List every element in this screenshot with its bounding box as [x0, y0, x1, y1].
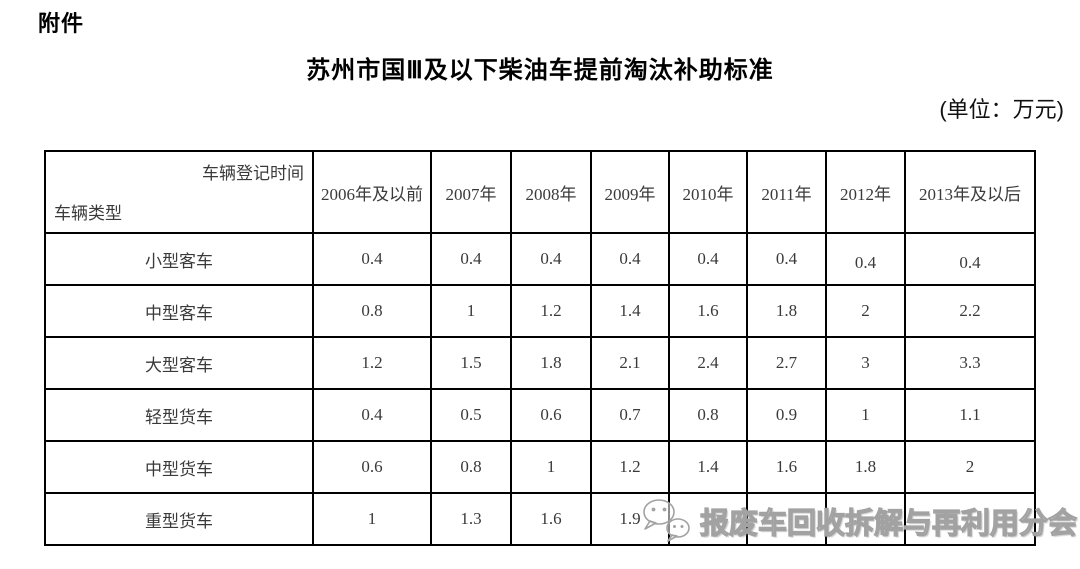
row-label: 中型客车	[44, 284, 314, 338]
row-label: 轻型货车	[44, 388, 314, 442]
table-cell: 1.6	[510, 492, 592, 546]
table-cell: 1.6	[668, 284, 748, 338]
table-cell: 2	[825, 284, 906, 338]
table-cell: 1	[312, 492, 432, 546]
table-cell: 2.2	[904, 284, 1036, 338]
table-row: 中型货车 0.6 0.8 1 1.2 1.4 1.6 1.8 2	[44, 440, 1036, 494]
table-cell: 1.8	[510, 336, 592, 390]
subsidy-table: 车辆登记时间 车辆类型 2006年及以前 2007年 2008年 2009年 2…	[44, 150, 1036, 546]
column-header-2013: 2013年及以后	[904, 150, 1036, 234]
table-cell: 1.8	[746, 284, 827, 338]
attachment-label: 附件	[38, 11, 85, 36]
table-cell: 0.7	[590, 388, 670, 442]
table-cell	[746, 492, 827, 546]
table-cell: 1.6	[746, 440, 827, 494]
table-row: 小型客车 0.4 0.4 0.4 0.4 0.4 0.4 0.4 0.4	[44, 232, 1036, 286]
table-cell: 1.1	[904, 388, 1036, 442]
table-cell	[904, 492, 1036, 546]
table-cell: 0.4	[312, 232, 432, 286]
table-row: 重型货车 1 1.3 1.6 1.9	[44, 492, 1036, 546]
column-header-2009: 2009年	[590, 150, 670, 234]
table-cell: 0.8	[312, 284, 432, 338]
table-cell: 1.3	[430, 492, 512, 546]
table-cell: 0.4	[510, 232, 592, 286]
row-label: 重型货车	[44, 492, 314, 546]
table-cell	[825, 492, 906, 546]
table-cell: 1	[825, 388, 906, 442]
table-cell: 1.2	[590, 440, 670, 494]
column-header-2006: 2006年及以前	[312, 150, 432, 234]
row-label: 中型货车	[44, 440, 314, 494]
table-row: 中型客车 0.8 1 1.2 1.4 1.6 1.8 2 2.2	[44, 284, 1036, 338]
table-cell: 0.4	[430, 232, 512, 286]
table-row: 轻型货车 0.4 0.5 0.6 0.7 0.8 0.9 1 1.1	[44, 388, 1036, 442]
column-header-2007: 2007年	[430, 150, 512, 234]
table-cell: 2	[904, 440, 1036, 494]
table-cell: 0.9	[746, 388, 827, 442]
table-cell: 0.8	[430, 440, 512, 494]
table-cell	[668, 492, 748, 546]
column-header-2012: 2012年	[825, 150, 906, 234]
table-cell: 1.2	[312, 336, 432, 390]
registration-time-label: 车辆登记时间	[202, 164, 304, 183]
table-cell: 3	[825, 336, 906, 390]
table-cell: 1	[430, 284, 512, 338]
vehicle-type-label: 车辆类型	[54, 204, 122, 223]
table-cell: 1.5	[430, 336, 512, 390]
column-header-2011: 2011年	[746, 150, 827, 234]
table-cell: 0.4	[904, 232, 1036, 286]
table-cell: 1.2	[510, 284, 592, 338]
table-cell: 0.6	[510, 388, 592, 442]
table-header-row: 车辆登记时间 车辆类型 2006年及以前 2007年 2008年 2009年 2…	[44, 150, 1036, 234]
table-cell: 0.4	[668, 232, 748, 286]
table-cell: 1.8	[825, 440, 906, 494]
table-cell: 1.9	[590, 492, 670, 546]
table-cell: 2.7	[746, 336, 827, 390]
corner-header-cell: 车辆登记时间 车辆类型	[44, 150, 314, 234]
table-cell: 0.4	[312, 388, 432, 442]
column-header-2010: 2010年	[668, 150, 748, 234]
table-row: 大型客车 1.2 1.5 1.8 2.1 2.4 2.7 3 3.3	[44, 336, 1036, 390]
column-header-2008: 2008年	[510, 150, 592, 234]
table-cell: 0.8	[668, 388, 748, 442]
table-cell: 0.4	[825, 232, 906, 286]
page-title: 苏州市国Ⅲ及以下柴油车提前淘汰补助标准	[306, 57, 774, 84]
table-cell: 1.4	[668, 440, 748, 494]
table-cell: 1	[510, 440, 592, 494]
unit-note: (单位：万元)	[939, 97, 1064, 122]
table-cell: 0.4	[746, 232, 827, 286]
row-label: 大型客车	[44, 336, 314, 390]
table-cell: 0.4	[590, 232, 670, 286]
table-cell: 2.4	[668, 336, 748, 390]
table-cell: 3.3	[904, 336, 1036, 390]
table-cell: 0.6	[312, 440, 432, 494]
table-cell: 1.4	[590, 284, 670, 338]
table-cell: 0.5	[430, 388, 512, 442]
table-cell: 2.1	[590, 336, 670, 390]
row-label: 小型客车	[44, 232, 314, 286]
